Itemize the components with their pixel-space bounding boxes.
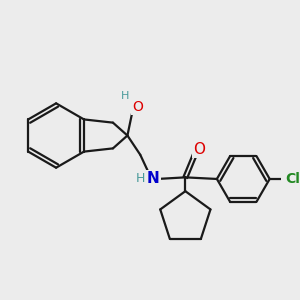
- Text: O: O: [193, 142, 205, 157]
- Text: O: O: [133, 100, 143, 114]
- Text: Cl: Cl: [286, 172, 300, 186]
- Text: H: H: [136, 172, 145, 185]
- Text: N: N: [147, 172, 160, 187]
- Text: H: H: [121, 91, 129, 100]
